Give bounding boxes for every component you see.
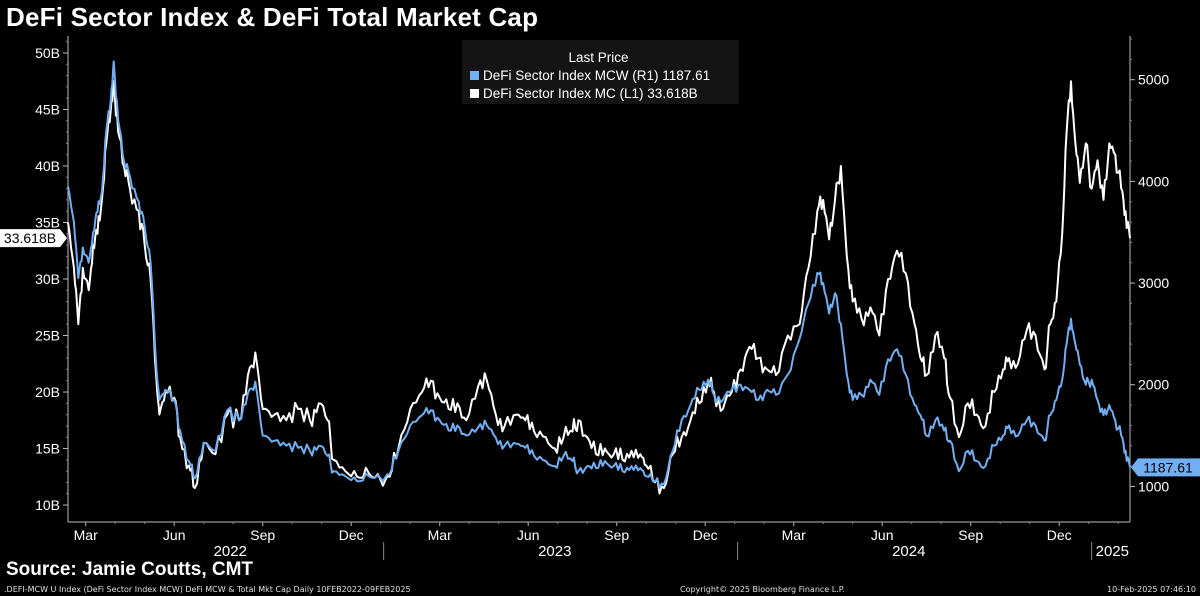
x-tick-label: Jun [871,527,894,543]
year-label: 2025 [1096,543,1129,560]
x-tick-label: Dec [339,527,364,543]
chart-series [67,60,1131,495]
left-tick-label: 15B [35,441,60,457]
right-tick-label: 1000 [1138,478,1169,494]
mcw-last-value: 1187.61 [1143,459,1193,475]
x-tick-label: Sep [250,527,275,543]
left-tick-label: 35B [35,214,60,230]
legend-entry: DeFi Sector Index MCW (R1) 1187.61 [483,68,710,83]
right-tick-label: 4000 [1138,173,1169,189]
mcw-last-value-box [1131,458,1200,477]
legend-swatch [470,89,479,98]
chart-value-labels: 33.618B 1187.61 [0,229,1200,477]
left-tick-label: 30B [35,271,60,287]
left-tick-label: 25B [35,328,60,344]
x-tick-label: Sep [604,527,629,543]
legend-swatch [470,71,479,80]
right-tick-label: 2000 [1138,377,1169,393]
x-tick-label: Sep [958,527,983,543]
x-tick-label: Mar [428,527,452,543]
legend-box [462,40,739,104]
mcw-series-line [67,60,1131,489]
footer-copyright: Copyright© 2025 Bloomberg Finance L.P. [680,585,845,594]
right-tick-label: 5000 [1138,72,1169,88]
x-tick-label: Dec [693,527,718,543]
x-tick-label: Dec [1047,527,1072,543]
left-tick-label: 40B [35,158,60,174]
chart-axes: 10B 15B 20B 25B 30B 35B 40B 45B 50B 1000 2000 3000 4… [35,36,1169,560]
mc-series-line [67,80,1131,495]
x-tick-label: Mar [74,527,98,543]
left-tick-label: 20B [35,384,60,400]
year-label: 2024 [892,543,925,560]
right-tick-label: 3000 [1138,275,1169,291]
footer-timestamp: 10-Feb-2025 07:46:10 [1107,585,1196,594]
chart-legend: Last Price DeFi Sector Index MCW (R1) 118… [462,40,739,104]
source-credit: Source: Jamie Coutts, CMT [6,559,254,580]
year-label: 2023 [538,543,571,560]
left-tick-label: 50B [35,45,60,61]
legend-heading: Last Price [568,50,628,65]
left-tick-label: 45B [35,101,60,117]
footer-description: .DEFI-MCW U Index (DeFi Sector Index MCW… [4,585,411,594]
mc-last-value: 33.618B [4,230,56,246]
left-tick-label: 10B [35,497,60,513]
year-label: 2022 [214,543,247,560]
mc-last-value-box [0,229,67,248]
x-tick-label: Jun [163,527,186,543]
x-tick-label: Jun [517,527,540,543]
x-tick-label: Mar [782,527,806,543]
legend-entry: DeFi Sector Index MC (L1) 33.618B [483,86,698,101]
chart-title: DeFi Sector Index & DeFi Total Market Ca… [6,2,539,32]
